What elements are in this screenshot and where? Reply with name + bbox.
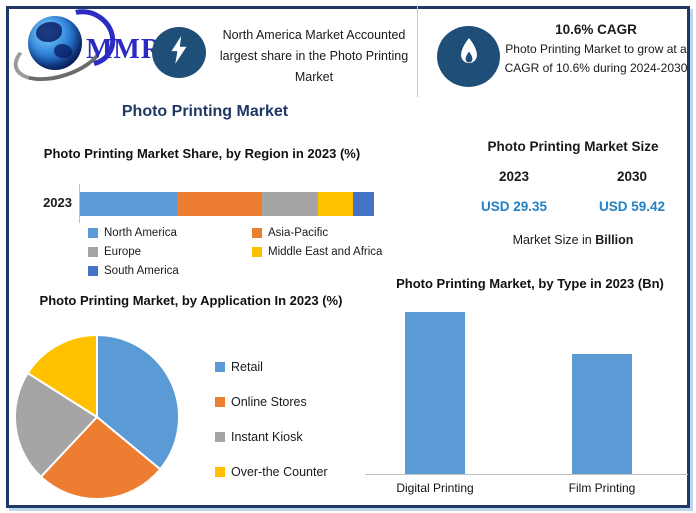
market-size-note: Market Size in Billion [455,233,691,247]
globe-icon [28,16,82,70]
region-legend: North America Asia-Pacific Europe Middle Ea… [88,227,390,277]
region-bar-segment-south-america [353,192,374,216]
legend-label-europe: Europe [104,246,142,258]
legend-label-middle-east-and-africa: Middle East and Africa [268,246,383,258]
type-bar-plot: Digital Printing Film Printing [365,310,688,495]
region-axis-line [79,184,80,223]
market-size-year-2023: 2023 [498,169,530,184]
legend-label-asia-pacific: Asia-Pacific [268,227,329,239]
market-size-note-prefix: Market Size in [512,233,596,247]
market-size-values: USD 29.35 USD 59.42 [455,199,691,214]
pie-slice-instant-kiosk [14,372,98,478]
legend-swatch-instant-kiosk [215,432,225,442]
legend-swatch-online-stores [215,397,225,407]
header-divider [417,5,418,97]
legend-item-online-stores: Online Stores [215,395,365,409]
type-chart-title: Photo Printing Market, by Type in 2023 (… [396,276,664,291]
lightning-bolt-icon [166,35,192,70]
type-bar-film-printing [572,354,632,474]
type-bar-label-digital-printing: Digital Printing [396,481,474,495]
application-chart-title: Photo Printing Market, by Application In… [39,293,343,308]
legend-swatch-middle-east-and-africa [252,247,262,257]
legend-swatch-over-the-counter [215,467,225,477]
legend-label-over-the-counter: Over-the Counter [231,465,328,479]
region-stacked-bar [80,192,374,216]
pie-slice-retail [96,334,180,471]
legend-swatch-asia-pacific [252,228,262,238]
type-bar-digital-printing [405,312,465,474]
market-size-value-2023: USD 29.35 [480,199,548,214]
flame-icon [455,37,483,76]
legend-label-south-america: South America [104,265,179,277]
region-chart-title: Photo Printing Market Share, by Region i… [43,146,361,161]
legend-item-retail: Retail [215,360,365,374]
legend-swatch-north-america [88,228,98,238]
legend-label-north-america: North America [104,227,177,239]
region-bar-segment-asia-pacific [177,192,263,216]
flame-badge [437,26,500,87]
legend-item-over-the-counter: Over-the Counter [215,465,365,479]
region-bar-segment-europe [262,192,319,216]
legend-item-south-america: South America [88,265,252,277]
legend-item-instant-kiosk: Instant Kiosk [215,430,365,444]
market-size-title: Photo Printing Market Size [487,139,659,154]
region-axis-label: 2023 [43,195,72,210]
market-size-year-2030: 2030 [616,169,648,184]
legend-label-retail: Retail [231,360,263,374]
application-pie [14,334,180,500]
application-legend: Retail Online Stores Instant Kiosk Over-the… [215,360,365,479]
legend-swatch-south-america [88,266,98,276]
logo-text: MMR [86,34,163,65]
legend-item-north-america: North America [88,227,252,239]
cagr-body: Photo Printing Market to grow at a CAGR … [504,42,688,75]
pie-slice-over-the-counter [26,334,98,418]
market-size-years: 2023 2030 [455,169,691,184]
region-bar-segment-middle-east-and-africa [318,192,354,216]
left-callout-text: North America Market Accounted largest s… [219,27,409,84]
legend-item-asia-pacific: Asia-Pacific [252,227,390,239]
legend-label-instant-kiosk: Instant Kiosk [231,430,303,444]
mmr-logo: MMR [6,0,161,92]
legend-swatch-retail [215,362,225,372]
legend-item-middle-east-and-africa: Middle East and Africa [252,246,390,258]
page-title: Photo Printing Market [121,103,289,120]
cagr-heading: 10.6% CAGR [555,22,637,37]
pie-slice-online-stores [39,416,162,500]
lightning-badge [152,27,206,78]
legend-label-online-stores: Online Stores [231,395,307,409]
right-callout: 10.6% CAGR Photo Printing Market to grow… [504,22,688,78]
region-bar-segment-north-america [80,192,178,216]
type-bar-label-film-printing: Film Printing [568,481,636,495]
legend-item-europe: Europe [88,246,252,258]
legend-swatch-europe [88,247,98,257]
market-size-value-2030: USD 59.42 [598,199,666,214]
market-size-note-unit: Billion [595,233,634,247]
